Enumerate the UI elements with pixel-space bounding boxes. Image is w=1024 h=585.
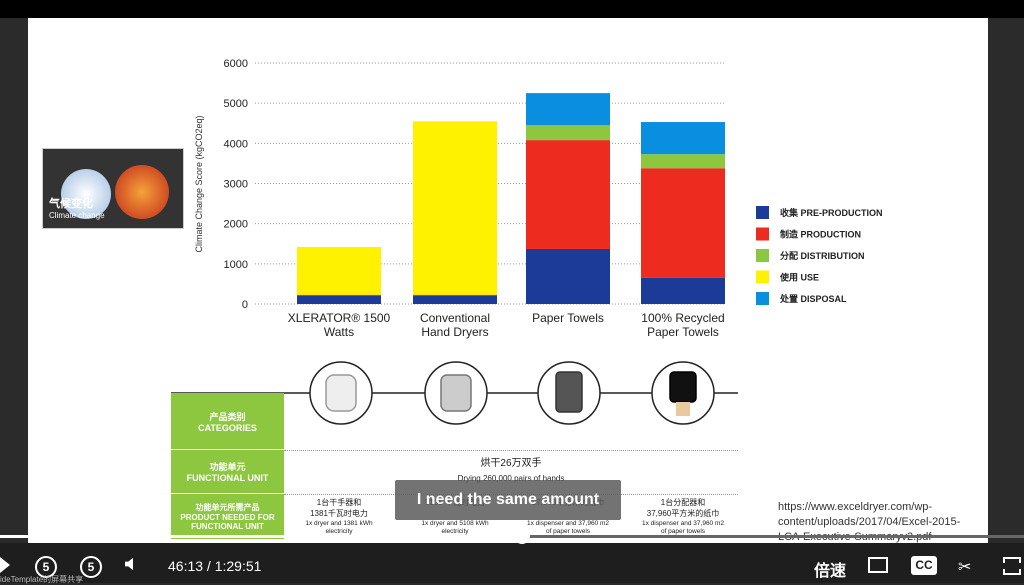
bar-segment — [526, 125, 610, 141]
thumbnail: 气候变化 Climate change — [42, 148, 184, 229]
bar-segment — [297, 295, 381, 304]
settings-button[interactable] — [868, 557, 888, 573]
y-tick-label: 5000 — [224, 98, 248, 110]
time: 46:13 / 1:29:51 — [168, 558, 262, 574]
product-cell-en: 1x dryer and 5108 kWh electricity — [421, 520, 489, 535]
legend-swatch — [756, 206, 769, 219]
bar-segment — [641, 154, 725, 169]
bar-segment — [413, 295, 497, 304]
bar-segment — [641, 277, 725, 304]
volume-button[interactable] — [125, 558, 133, 570]
rewind-button[interactable]: 5 — [35, 556, 57, 578]
icons — [309, 361, 715, 425]
progress-knob[interactable] — [514, 528, 530, 544]
y-tick-label: 6000 — [224, 58, 248, 70]
progress-played — [0, 535, 522, 538]
y-tick-label: 2000 — [224, 219, 248, 231]
cc-button[interactable]: CC — [911, 556, 937, 575]
legend-label: 使用 USE — [779, 272, 819, 283]
legend-label: 收集 PRE-PRODUCTION — [780, 207, 883, 218]
bar-segment — [526, 248, 610, 304]
product-cell-en: 1x dispenser and 37,960 m2 of paper towe… — [526, 520, 610, 535]
control-bar — [0, 543, 1024, 583]
legend-label: 处置 DISPOSAL — [779, 293, 847, 304]
product-cell-en: 1x dispenser and 37,960 m2 of paper towe… — [641, 520, 725, 535]
share-label: ideTemplate的屏幕共享 — [0, 575, 84, 584]
fullscreen-button[interactable] — [1003, 557, 1021, 575]
y-tick-label: 0 — [242, 299, 248, 311]
row-header: 产品类别 CATEGORIES — [171, 393, 284, 450]
speed-button[interactable]: 倍速 — [814, 563, 847, 580]
legend-label: 分配 DISTRIBUTION — [780, 250, 865, 261]
row-line — [284, 450, 738, 451]
x-tick-label: Paper Towels — [532, 311, 604, 325]
bar-segment — [641, 168, 725, 278]
y-tick-label: 4000 — [224, 138, 248, 150]
bar-segment — [641, 122, 725, 155]
bar-segment — [413, 121, 497, 295]
legend-swatch — [756, 292, 769, 305]
bar-segment — [297, 294, 381, 296]
thumbnail-title: 气候变化 — [49, 198, 93, 210]
row-header: 功能单元 FUNCTIONAL UNIT — [171, 450, 284, 494]
legend-swatch — [756, 270, 769, 284]
x-tick-label: 100% Recycled Paper Towels — [641, 311, 725, 339]
clip-button[interactable]: ✂ — [958, 559, 972, 576]
bar-segment — [413, 294, 497, 296]
bar-segment — [297, 246, 381, 295]
x-tick-label: XLERATOR® 1500 Watts — [287, 311, 391, 339]
top-bar — [0, 0, 1024, 18]
bar-segment — [526, 93, 610, 126]
legend-label: 制造 PRODUCTION — [780, 229, 861, 240]
caption: I need the same amount — [395, 480, 621, 520]
y-axis-label: Climate Change Score (kgCO2eq) — [194, 115, 204, 252]
forward-button[interactable]: 5 — [80, 556, 102, 578]
legend-swatch — [756, 227, 769, 241]
row-header: 功能单元所需产品 PRODUCT NEEDED FOR FUNCTIONAL U… — [171, 494, 284, 540]
product-cell: 1台分配器和 37,960平方米的纸巾 — [646, 498, 720, 518]
play-button[interactable] — [0, 557, 10, 573]
y-tick-label: 3000 — [224, 179, 248, 191]
bar-segment — [526, 140, 610, 249]
product-cell: 1台干手器和 1381千瓦时电力 — [310, 498, 368, 518]
legend-swatch — [756, 249, 769, 262]
x-tick-label: Conventional Hand Dryers — [419, 311, 491, 339]
product-cell-en: 1x dryer and 1381 kWh electricity — [305, 520, 373, 535]
y-tick-label: 1000 — [224, 259, 248, 271]
thumbnail-subtitle: Climate change — [49, 211, 105, 220]
source-url: https://www.exceldryer.com/wp- content/u… — [778, 501, 961, 543]
functional-unit: 烘干26万双手 — [480, 458, 542, 469]
functional-unit-en: Drying 260,000 pairs of hands — [457, 474, 565, 483]
